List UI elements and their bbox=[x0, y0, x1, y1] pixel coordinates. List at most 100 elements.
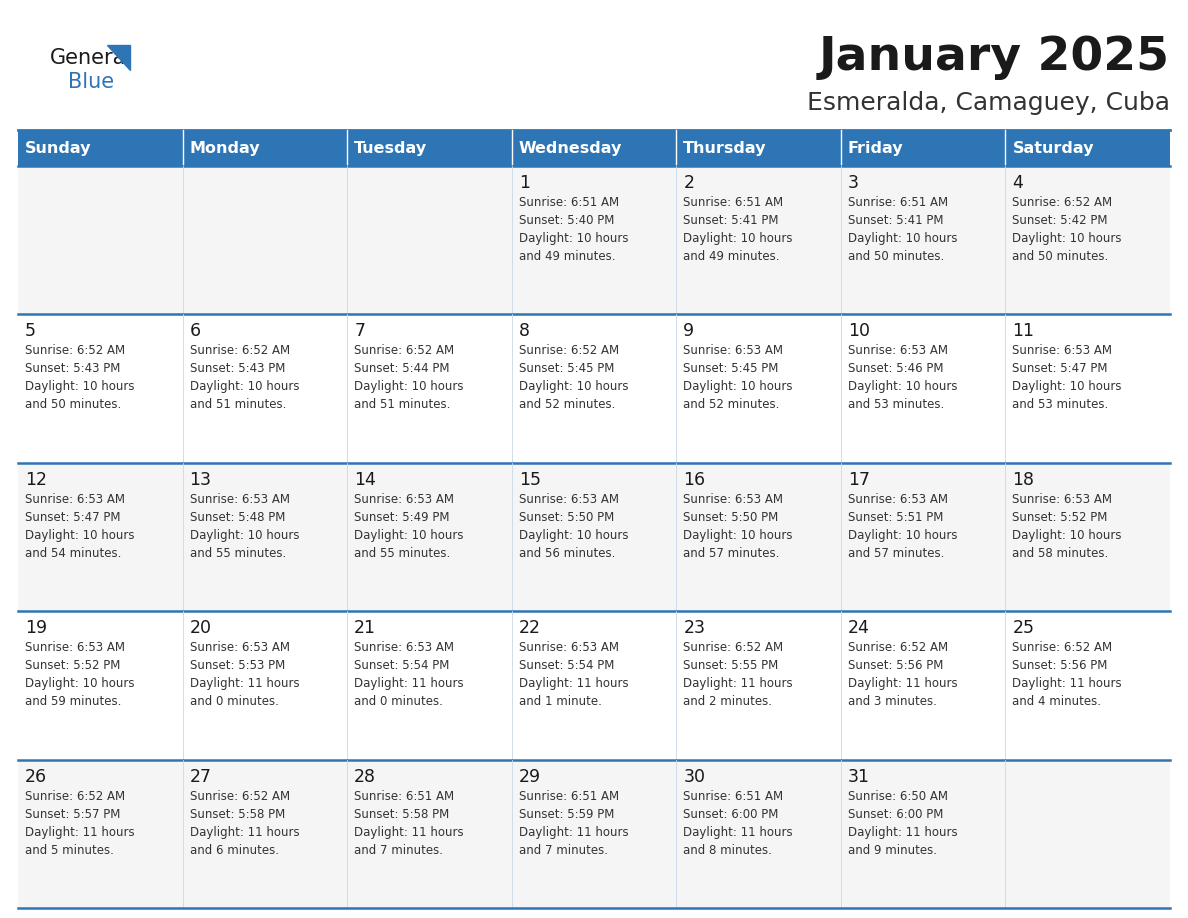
Text: Sunrise: 6:53 AM
Sunset: 5:54 PM
Daylight: 11 hours
and 0 minutes.: Sunrise: 6:53 AM Sunset: 5:54 PM Dayligh… bbox=[354, 641, 463, 708]
Bar bbox=[512, 611, 676, 759]
Text: Sunrise: 6:53 AM
Sunset: 5:51 PM
Daylight: 10 hours
and 57 minutes.: Sunrise: 6:53 AM Sunset: 5:51 PM Dayligh… bbox=[848, 493, 958, 560]
Text: 20: 20 bbox=[190, 620, 211, 637]
Text: Sunrise: 6:53 AM
Sunset: 5:53 PM
Daylight: 11 hours
and 0 minutes.: Sunrise: 6:53 AM Sunset: 5:53 PM Dayligh… bbox=[190, 641, 299, 708]
Bar bbox=[18, 166, 183, 314]
Text: Sunrise: 6:51 AM
Sunset: 5:59 PM
Daylight: 11 hours
and 7 minutes.: Sunrise: 6:51 AM Sunset: 5:59 PM Dayligh… bbox=[519, 789, 628, 856]
Text: Sunrise: 6:53 AM
Sunset: 5:50 PM
Daylight: 10 hours
and 56 minutes.: Sunrise: 6:53 AM Sunset: 5:50 PM Dayligh… bbox=[519, 493, 628, 560]
Text: Sunrise: 6:53 AM
Sunset: 5:49 PM
Daylight: 10 hours
and 55 minutes.: Sunrise: 6:53 AM Sunset: 5:49 PM Dayligh… bbox=[354, 493, 463, 560]
Text: 8: 8 bbox=[519, 322, 530, 341]
Text: 2: 2 bbox=[683, 174, 694, 192]
Bar bbox=[347, 759, 512, 908]
Bar bbox=[841, 611, 1005, 759]
Bar bbox=[512, 130, 676, 166]
Text: Sunrise: 6:51 AM
Sunset: 6:00 PM
Daylight: 11 hours
and 8 minutes.: Sunrise: 6:51 AM Sunset: 6:00 PM Dayligh… bbox=[683, 789, 792, 856]
Text: Sunrise: 6:51 AM
Sunset: 5:40 PM
Daylight: 10 hours
and 49 minutes.: Sunrise: 6:51 AM Sunset: 5:40 PM Dayligh… bbox=[519, 196, 628, 263]
Bar bbox=[1005, 759, 1170, 908]
Polygon shape bbox=[107, 45, 129, 70]
Text: Sunrise: 6:52 AM
Sunset: 5:43 PM
Daylight: 10 hours
and 51 minutes.: Sunrise: 6:52 AM Sunset: 5:43 PM Dayligh… bbox=[190, 344, 299, 411]
Text: 29: 29 bbox=[519, 767, 541, 786]
Bar bbox=[347, 314, 512, 463]
Text: Sunrise: 6:52 AM
Sunset: 5:58 PM
Daylight: 11 hours
and 6 minutes.: Sunrise: 6:52 AM Sunset: 5:58 PM Dayligh… bbox=[190, 789, 299, 856]
Text: Sunrise: 6:53 AM
Sunset: 5:52 PM
Daylight: 10 hours
and 59 minutes.: Sunrise: 6:53 AM Sunset: 5:52 PM Dayligh… bbox=[25, 641, 134, 708]
Bar bbox=[512, 314, 676, 463]
Text: Sunrise: 6:53 AM
Sunset: 5:47 PM
Daylight: 10 hours
and 53 minutes.: Sunrise: 6:53 AM Sunset: 5:47 PM Dayligh… bbox=[1012, 344, 1121, 411]
Text: General: General bbox=[50, 48, 132, 68]
Text: 3: 3 bbox=[848, 174, 859, 192]
Text: Sunrise: 6:53 AM
Sunset: 5:50 PM
Daylight: 10 hours
and 57 minutes.: Sunrise: 6:53 AM Sunset: 5:50 PM Dayligh… bbox=[683, 493, 792, 560]
Text: Sunrise: 6:53 AM
Sunset: 5:54 PM
Daylight: 11 hours
and 1 minute.: Sunrise: 6:53 AM Sunset: 5:54 PM Dayligh… bbox=[519, 641, 628, 708]
Text: Sunrise: 6:53 AM
Sunset: 5:48 PM
Daylight: 10 hours
and 55 minutes.: Sunrise: 6:53 AM Sunset: 5:48 PM Dayligh… bbox=[190, 493, 299, 560]
Bar bbox=[676, 166, 841, 314]
Text: 9: 9 bbox=[683, 322, 695, 341]
Text: 23: 23 bbox=[683, 620, 706, 637]
Text: 12: 12 bbox=[25, 471, 48, 488]
Bar bbox=[676, 314, 841, 463]
Text: 4: 4 bbox=[1012, 174, 1023, 192]
Text: 5: 5 bbox=[25, 322, 36, 341]
Bar bbox=[347, 166, 512, 314]
Bar bbox=[512, 759, 676, 908]
Text: 17: 17 bbox=[848, 471, 870, 488]
Text: Wednesday: Wednesday bbox=[519, 140, 623, 155]
Text: 18: 18 bbox=[1012, 471, 1035, 488]
Bar bbox=[1005, 463, 1170, 611]
Bar bbox=[676, 130, 841, 166]
Text: 7: 7 bbox=[354, 322, 365, 341]
Bar bbox=[18, 314, 183, 463]
Bar bbox=[183, 166, 347, 314]
Text: 25: 25 bbox=[1012, 620, 1035, 637]
Bar bbox=[183, 463, 347, 611]
Text: 19: 19 bbox=[25, 620, 48, 637]
Text: Monday: Monday bbox=[190, 140, 260, 155]
Text: Friday: Friday bbox=[848, 140, 904, 155]
Text: Sunrise: 6:51 AM
Sunset: 5:58 PM
Daylight: 11 hours
and 7 minutes.: Sunrise: 6:51 AM Sunset: 5:58 PM Dayligh… bbox=[354, 789, 463, 856]
Text: 6: 6 bbox=[190, 322, 201, 341]
Text: 14: 14 bbox=[354, 471, 377, 488]
Text: Sunrise: 6:52 AM
Sunset: 5:55 PM
Daylight: 11 hours
and 2 minutes.: Sunrise: 6:52 AM Sunset: 5:55 PM Dayligh… bbox=[683, 641, 792, 708]
Text: Thursday: Thursday bbox=[683, 140, 766, 155]
Text: 15: 15 bbox=[519, 471, 541, 488]
Text: Sunrise: 6:51 AM
Sunset: 5:41 PM
Daylight: 10 hours
and 50 minutes.: Sunrise: 6:51 AM Sunset: 5:41 PM Dayligh… bbox=[848, 196, 958, 263]
Text: Saturday: Saturday bbox=[1012, 140, 1094, 155]
Text: Tuesday: Tuesday bbox=[354, 140, 428, 155]
Bar bbox=[1005, 611, 1170, 759]
Text: Sunrise: 6:53 AM
Sunset: 5:52 PM
Daylight: 10 hours
and 58 minutes.: Sunrise: 6:53 AM Sunset: 5:52 PM Dayligh… bbox=[1012, 493, 1121, 560]
Text: 21: 21 bbox=[354, 620, 377, 637]
Text: January 2025: January 2025 bbox=[819, 36, 1170, 81]
Bar bbox=[18, 611, 183, 759]
Text: 27: 27 bbox=[190, 767, 211, 786]
Text: Sunday: Sunday bbox=[25, 140, 91, 155]
Text: Sunrise: 6:52 AM
Sunset: 5:56 PM
Daylight: 11 hours
and 3 minutes.: Sunrise: 6:52 AM Sunset: 5:56 PM Dayligh… bbox=[848, 641, 958, 708]
Bar bbox=[347, 611, 512, 759]
Bar bbox=[183, 611, 347, 759]
Text: Esmeralda, Camaguey, Cuba: Esmeralda, Camaguey, Cuba bbox=[807, 91, 1170, 115]
Text: 22: 22 bbox=[519, 620, 541, 637]
Text: Sunrise: 6:52 AM
Sunset: 5:56 PM
Daylight: 11 hours
and 4 minutes.: Sunrise: 6:52 AM Sunset: 5:56 PM Dayligh… bbox=[1012, 641, 1121, 708]
Bar bbox=[512, 166, 676, 314]
Text: Sunrise: 6:53 AM
Sunset: 5:45 PM
Daylight: 10 hours
and 52 minutes.: Sunrise: 6:53 AM Sunset: 5:45 PM Dayligh… bbox=[683, 344, 792, 411]
Bar bbox=[183, 759, 347, 908]
Text: Sunrise: 6:50 AM
Sunset: 6:00 PM
Daylight: 11 hours
and 9 minutes.: Sunrise: 6:50 AM Sunset: 6:00 PM Dayligh… bbox=[848, 789, 958, 856]
Text: Sunrise: 6:52 AM
Sunset: 5:44 PM
Daylight: 10 hours
and 51 minutes.: Sunrise: 6:52 AM Sunset: 5:44 PM Dayligh… bbox=[354, 344, 463, 411]
Text: Blue: Blue bbox=[68, 72, 114, 92]
Bar bbox=[183, 130, 347, 166]
Bar bbox=[841, 130, 1005, 166]
Bar bbox=[841, 759, 1005, 908]
Text: 13: 13 bbox=[190, 471, 211, 488]
Text: 11: 11 bbox=[1012, 322, 1035, 341]
Bar bbox=[841, 314, 1005, 463]
Bar bbox=[676, 759, 841, 908]
Text: Sunrise: 6:52 AM
Sunset: 5:45 PM
Daylight: 10 hours
and 52 minutes.: Sunrise: 6:52 AM Sunset: 5:45 PM Dayligh… bbox=[519, 344, 628, 411]
Bar bbox=[1005, 130, 1170, 166]
Bar bbox=[1005, 314, 1170, 463]
Bar bbox=[841, 463, 1005, 611]
Text: Sunrise: 6:53 AM
Sunset: 5:46 PM
Daylight: 10 hours
and 53 minutes.: Sunrise: 6:53 AM Sunset: 5:46 PM Dayligh… bbox=[848, 344, 958, 411]
Bar bbox=[18, 130, 183, 166]
Bar bbox=[347, 463, 512, 611]
Bar bbox=[676, 611, 841, 759]
Text: 31: 31 bbox=[848, 767, 870, 786]
Text: 26: 26 bbox=[25, 767, 48, 786]
Bar bbox=[1005, 166, 1170, 314]
Bar bbox=[183, 314, 347, 463]
Bar bbox=[841, 166, 1005, 314]
